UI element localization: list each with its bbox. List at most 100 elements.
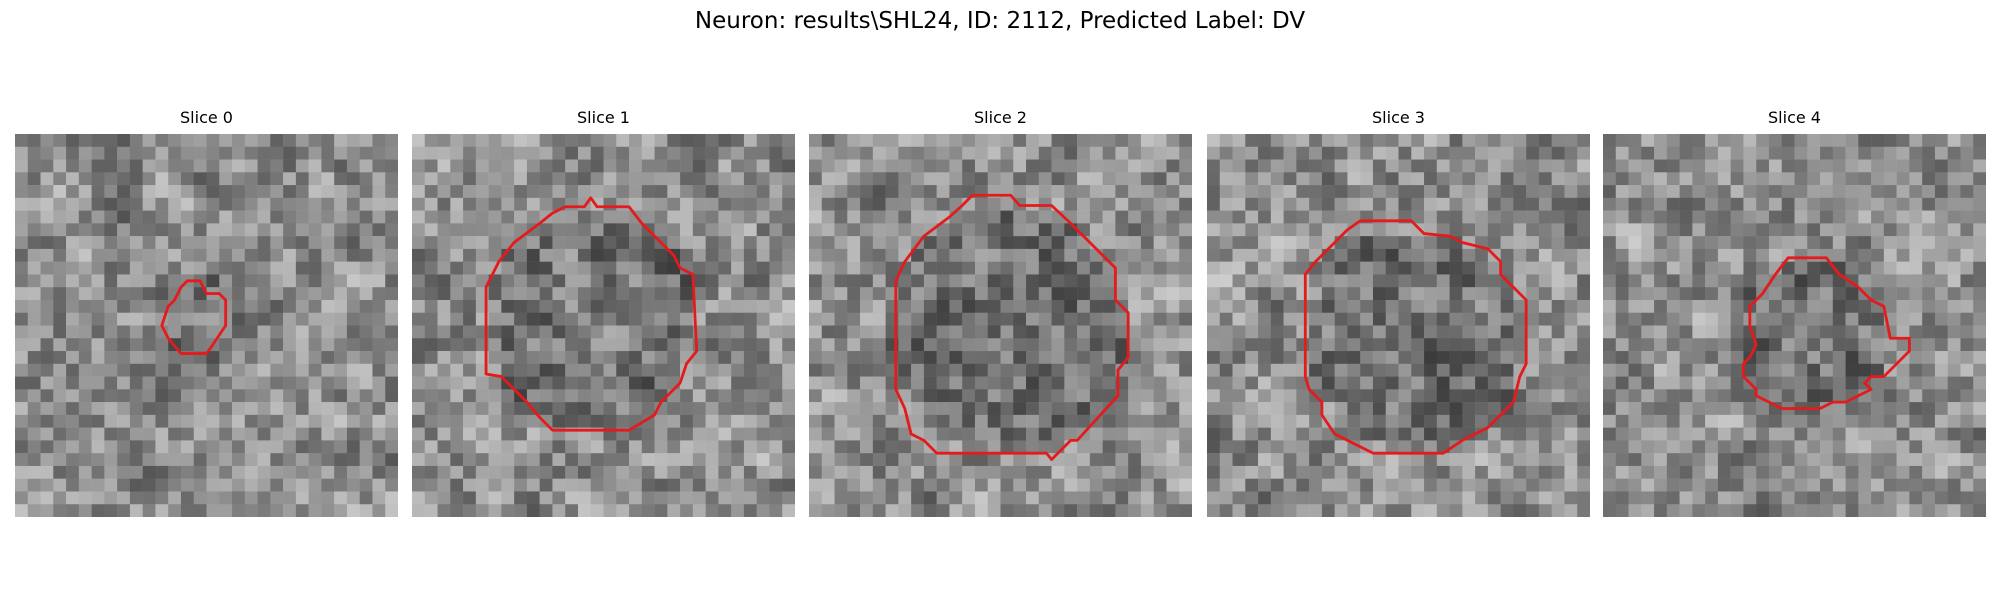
pixel [1896, 478, 1910, 492]
pixel [1000, 338, 1014, 352]
pixel [667, 389, 681, 403]
pixel [1038, 210, 1052, 224]
pixel [1551, 453, 1565, 467]
pixel [1807, 440, 1821, 454]
pixel [1641, 210, 1655, 224]
pixel [475, 146, 489, 160]
pixel [1283, 185, 1297, 199]
pixel [1603, 159, 1617, 173]
pixel [616, 210, 630, 224]
pixel [692, 172, 706, 186]
pixel [1832, 376, 1846, 390]
pixel [1051, 299, 1065, 313]
pixel [412, 248, 426, 262]
pixel [1372, 338, 1386, 352]
pixel [577, 440, 591, 454]
pixel [295, 504, 309, 517]
pixel [488, 134, 502, 148]
pixel [911, 197, 925, 211]
pixel [1513, 504, 1527, 517]
pixel [168, 299, 182, 313]
pixel [129, 197, 143, 211]
pixel [1654, 351, 1668, 365]
pixel [1398, 465, 1412, 479]
pixel [463, 491, 477, 505]
pixel [526, 287, 540, 301]
pixel [117, 223, 131, 237]
pixel [359, 325, 373, 339]
pixel [488, 159, 502, 173]
pixel [1436, 453, 1450, 467]
pixel [244, 274, 258, 288]
pixel [270, 414, 284, 428]
pixel [911, 210, 925, 224]
pixel [488, 248, 502, 262]
pixel [193, 172, 207, 186]
pixel [705, 223, 719, 237]
pixel [539, 223, 553, 237]
pixel [1973, 491, 1986, 505]
pixel [117, 402, 131, 416]
pixel [1475, 402, 1489, 416]
pixel [962, 159, 976, 173]
pixel [1077, 453, 1091, 467]
pixel [1128, 376, 1142, 390]
pixel [1064, 338, 1078, 352]
pixel [1245, 312, 1259, 326]
pixel [437, 274, 451, 288]
pixel [936, 427, 950, 441]
pixel [475, 185, 489, 199]
pixel [809, 223, 823, 237]
pixel [1845, 299, 1859, 313]
pixel [1871, 274, 1885, 288]
pixel [718, 478, 732, 492]
pixel [539, 440, 553, 454]
pixel [1756, 376, 1770, 390]
pixel [1922, 185, 1936, 199]
pixel [1922, 491, 1936, 505]
pixel [1334, 414, 1348, 428]
pixel [334, 159, 348, 173]
pixel [412, 299, 426, 313]
pixel [1334, 312, 1348, 326]
pixel [1768, 478, 1782, 492]
pixel [1973, 197, 1986, 211]
pixel [53, 287, 67, 301]
pixel [219, 491, 233, 505]
pixel [270, 159, 284, 173]
pixel [1641, 172, 1655, 186]
pixel [1283, 465, 1297, 479]
pixel [1603, 172, 1617, 186]
pixel [1077, 338, 1091, 352]
pixel [1283, 491, 1297, 505]
pixel [565, 504, 579, 517]
pixel [372, 197, 386, 211]
pixel [385, 504, 398, 517]
pixel [552, 134, 566, 148]
pixel [372, 248, 386, 262]
pixel [1232, 274, 1246, 288]
pixel [1947, 338, 1961, 352]
pixel [923, 210, 937, 224]
pixel [514, 440, 528, 454]
pixel [514, 134, 528, 148]
pixel [1360, 274, 1374, 288]
pixel [962, 146, 976, 160]
pixel [629, 197, 643, 211]
pixel [1347, 363, 1361, 377]
pixel [1449, 338, 1463, 352]
pixel [1628, 261, 1642, 275]
pixel [962, 351, 976, 365]
pixel [501, 504, 515, 517]
pixel [1115, 504, 1129, 517]
pixel [1513, 185, 1527, 199]
pixel [270, 363, 284, 377]
pixel [424, 159, 438, 173]
pixel [193, 465, 207, 479]
pixel [1296, 427, 1310, 441]
pixel [590, 172, 604, 186]
pixel [1858, 261, 1872, 275]
pixel [1756, 261, 1770, 275]
pixel [206, 363, 220, 377]
pixel [911, 287, 925, 301]
